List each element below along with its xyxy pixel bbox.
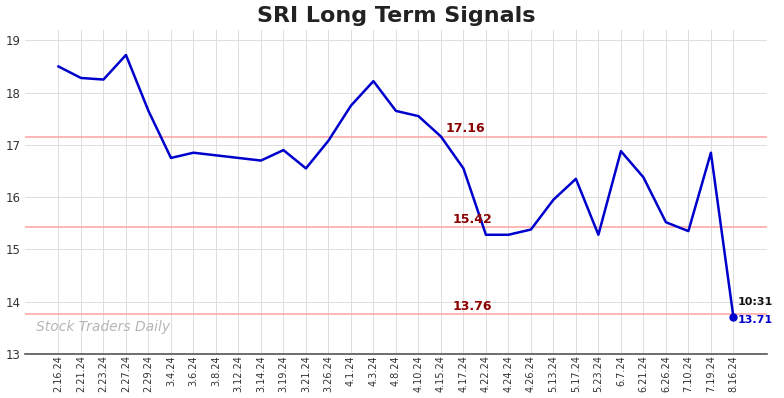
Text: 15.42: 15.42 (452, 213, 492, 226)
Text: 10:31: 10:31 (738, 297, 773, 307)
Text: Stock Traders Daily: Stock Traders Daily (36, 320, 170, 334)
Title: SRI Long Term Signals: SRI Long Term Signals (256, 6, 535, 25)
Text: 13.71: 13.71 (738, 315, 773, 325)
Text: 17.16: 17.16 (445, 122, 485, 135)
Text: 13.76: 13.76 (452, 300, 492, 313)
